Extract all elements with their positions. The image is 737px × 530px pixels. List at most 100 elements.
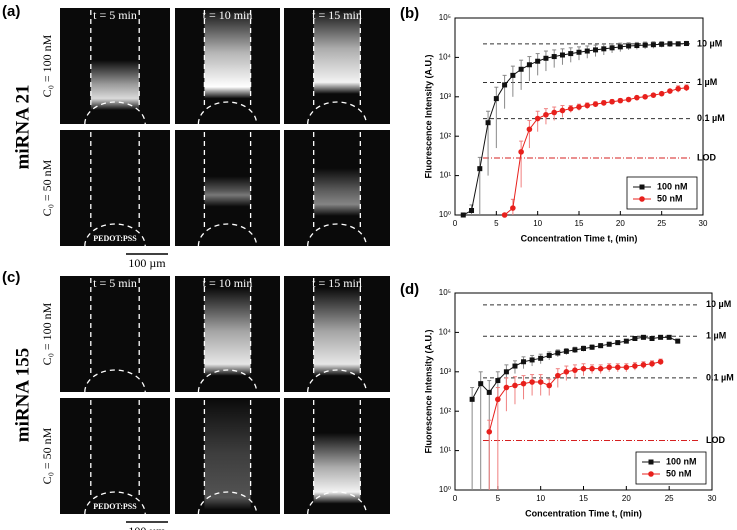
- data-point: [563, 369, 570, 375]
- scale-bar-label: 100 µm: [128, 524, 166, 530]
- electrode-outline: [84, 369, 146, 393]
- reference-label: 0.1 µM: [697, 113, 725, 123]
- time-label: t = 10 min: [203, 276, 253, 290]
- data-point: [581, 346, 586, 352]
- reference-label: 1 µM: [697, 77, 717, 87]
- data-point: [538, 355, 544, 361]
- y-tick-label: 10³: [439, 367, 451, 376]
- fluorescence-glow: [313, 130, 361, 246]
- fluorescence-glow: [204, 8, 251, 124]
- x-tick-label: 15: [575, 219, 584, 228]
- data-point: [551, 109, 557, 116]
- y-axis-title: Fluorescence Intensity (A.U.): [423, 54, 433, 178]
- time-label: t = 5 min: [93, 8, 137, 22]
- data-point: [667, 88, 673, 94]
- data-point: [555, 372, 561, 379]
- x-tick-label: 25: [665, 494, 674, 503]
- data-point: [597, 365, 604, 372]
- data-point: [617, 97, 624, 104]
- y-tick-label: 10⁵: [439, 13, 451, 22]
- data-point: [584, 48, 590, 54]
- time-label: t = 10 min: [203, 8, 253, 22]
- data-point: [606, 364, 612, 371]
- series-line: [463, 43, 687, 215]
- data-point: [501, 212, 508, 218]
- data-point: [529, 357, 535, 363]
- x-tick-label: 5: [496, 494, 501, 503]
- data-point: [589, 344, 595, 350]
- data-point: [650, 92, 657, 98]
- electrode-outline: [307, 491, 367, 515]
- data-point: [503, 384, 510, 391]
- data-point: [478, 381, 484, 387]
- data-point: [580, 365, 587, 372]
- data-point: [632, 336, 638, 342]
- data-point: [469, 208, 475, 214]
- x-axis-title: Concentration Time t, (min): [525, 508, 642, 518]
- data-point: [634, 94, 640, 101]
- data-point: [486, 389, 492, 395]
- data-point: [529, 379, 535, 385]
- data-point: [512, 382, 518, 389]
- data-point: [495, 396, 501, 403]
- data-point: [486, 429, 493, 435]
- electrode-outline: [307, 101, 367, 125]
- data-point: [568, 51, 574, 57]
- data-point: [551, 54, 557, 60]
- legend-box: [635, 451, 707, 485]
- data-point: [521, 359, 527, 365]
- panel-label: (b): [400, 5, 419, 22]
- data-point: [572, 347, 578, 353]
- data-point: [640, 362, 647, 368]
- data-point: [520, 380, 527, 387]
- data-point: [485, 120, 491, 126]
- legend-label: 50 nM: [657, 193, 683, 203]
- data-point: [592, 101, 599, 107]
- data-point: [598, 343, 604, 349]
- fluorescence-glow: [313, 276, 361, 392]
- data-point: [502, 82, 508, 88]
- x-tick-label: 5: [494, 219, 499, 228]
- fluorescence-glow: [204, 276, 251, 392]
- data-point: [555, 350, 561, 356]
- data-point: [609, 45, 615, 51]
- reference-label: LOD: [706, 435, 725, 445]
- data-point: [634, 43, 640, 49]
- panel-label: (a): [2, 3, 20, 20]
- data-point: [649, 360, 655, 367]
- electrode-outline: [197, 491, 258, 515]
- y-tick-label: 10⁰: [439, 485, 451, 494]
- data-point: [493, 96, 499, 102]
- data-point: [615, 340, 621, 346]
- electrode-outline: [84, 491, 146, 515]
- legend-box: [626, 176, 698, 210]
- data-point: [563, 348, 569, 354]
- x-tick-label: 25: [657, 219, 666, 228]
- electrode-outline: [197, 369, 258, 393]
- data-point: [584, 102, 591, 109]
- data-point: [512, 363, 518, 369]
- data-point: [650, 42, 656, 48]
- x-tick-label: 20: [616, 219, 625, 228]
- legend-label: 100 nM: [666, 456, 697, 466]
- y-tick-label: 10⁴: [439, 328, 452, 337]
- fluorescence-glow: [90, 8, 140, 124]
- legend-marker: [639, 196, 645, 202]
- fluorescence-glow: [204, 130, 251, 246]
- fluorescence-glow: [204, 398, 251, 514]
- electrode-outline: [307, 223, 367, 247]
- electrode-outline: [197, 101, 258, 125]
- data-point: [659, 41, 665, 47]
- data-point: [559, 107, 566, 114]
- reference-label: 1 µM: [706, 331, 726, 341]
- fluorescence-glow: [313, 8, 361, 124]
- x-tick-label: 15: [579, 494, 588, 503]
- data-point: [623, 364, 630, 371]
- y-tick-label: 10¹: [439, 446, 451, 455]
- y-tick-label: 10³: [439, 92, 451, 101]
- data-point: [546, 352, 552, 358]
- data-point: [510, 72, 516, 78]
- panel-label: (c): [2, 269, 20, 286]
- data-point: [510, 205, 516, 211]
